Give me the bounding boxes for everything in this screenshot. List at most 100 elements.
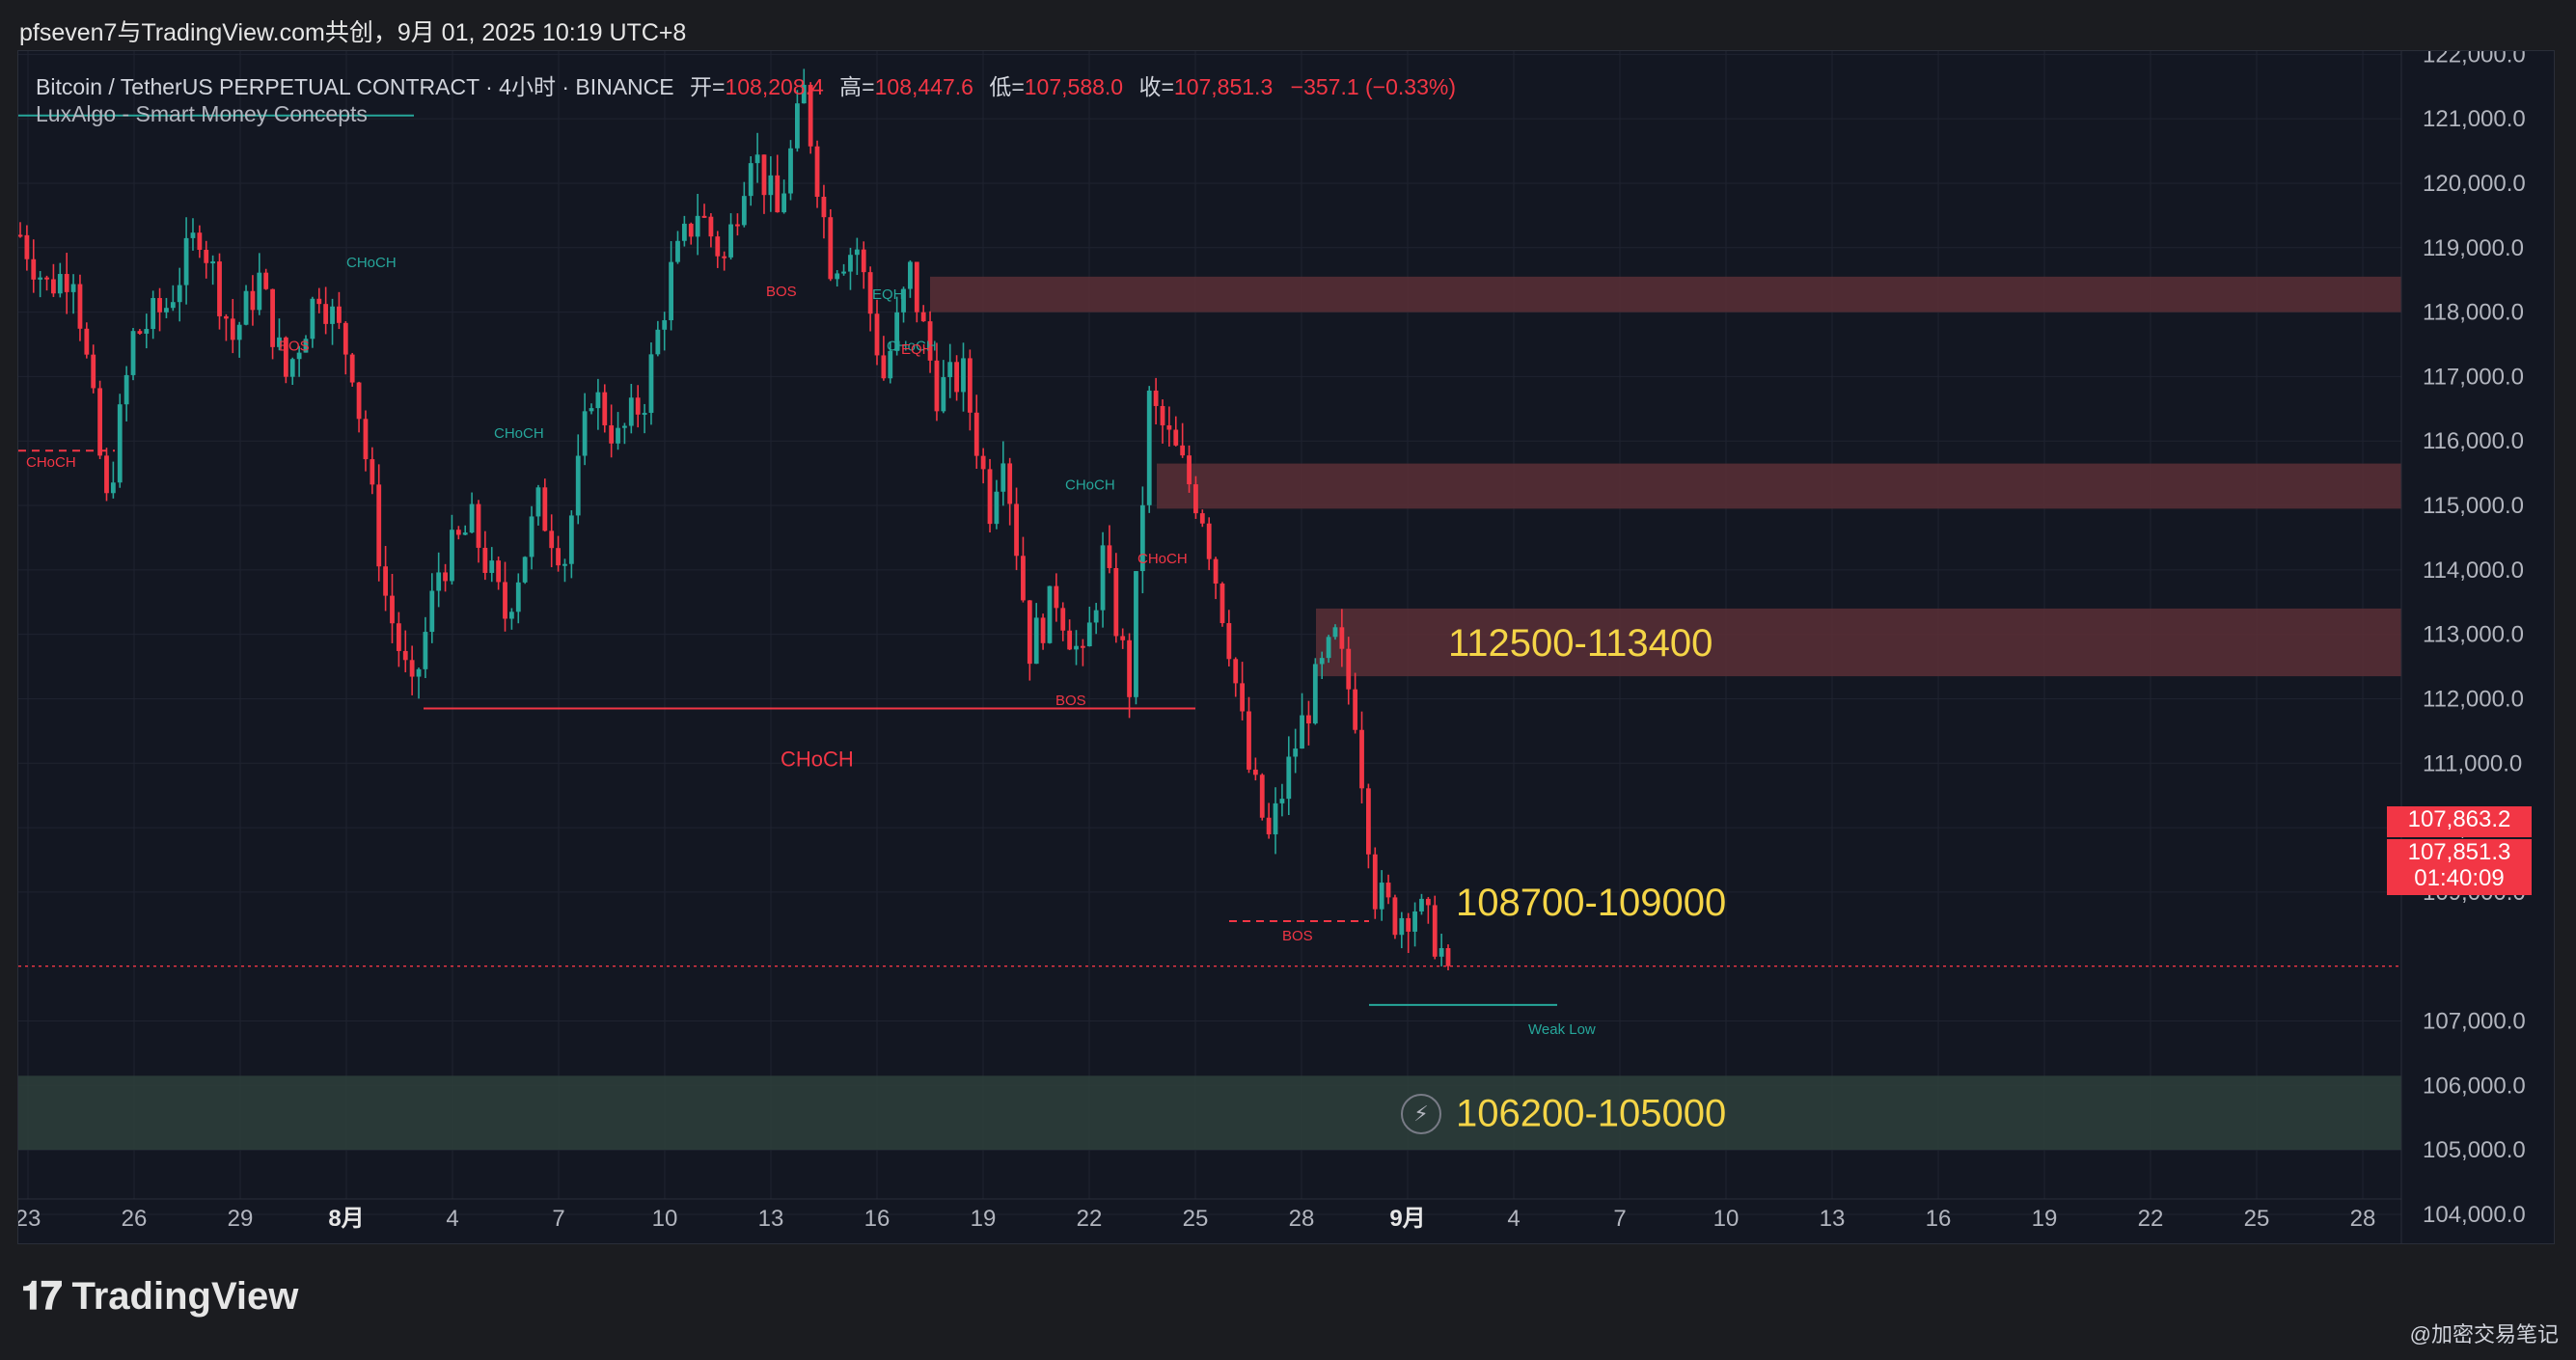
candle-body [204, 249, 209, 263]
candle-body [821, 197, 827, 218]
candle-body [144, 329, 150, 334]
candle-body [1273, 802, 1278, 835]
candle-body [901, 288, 906, 313]
zone-label: 106200-105000 [1456, 1093, 1726, 1135]
candle-body [1100, 545, 1106, 611]
symbol-title[interactable]: Bitcoin / TetherUS PERPETUAL CONTRACT · … [36, 74, 674, 99]
candle-body [775, 175, 781, 213]
candle-body [1432, 905, 1438, 957]
price-tag-last: 107,851.3 01:40:09 [2387, 839, 2532, 895]
candle-body [867, 272, 873, 314]
price-axis-label: 107,000.0 [2423, 1009, 2526, 1035]
candle-body [1312, 664, 1318, 724]
candle-body [535, 487, 541, 517]
candle-body [376, 484, 382, 567]
high-label: 高= [839, 74, 875, 99]
candle-body [476, 503, 481, 548]
candle-body [243, 290, 249, 325]
time-axis-label: 22 [2138, 1206, 2164, 1232]
structure-label: CHoCH [781, 748, 854, 772]
candle-body [529, 516, 534, 558]
open-label: 开= [690, 74, 726, 99]
candle-body [1033, 617, 1039, 665]
last-price-value: 107,851.3 [2407, 839, 2511, 865]
candle-body [508, 612, 514, 619]
candle-body [1213, 558, 1219, 585]
candle-body [1074, 645, 1079, 650]
candle-body [562, 563, 567, 566]
candle-body [443, 572, 448, 582]
time-axis-label: 28 [2350, 1206, 2376, 1232]
structure-label: CHoCH [1137, 551, 1188, 567]
candle-body [356, 382, 362, 420]
time-axis-label: 4 [1507, 1206, 1520, 1232]
candle-body [77, 284, 83, 329]
candle-body [289, 359, 295, 377]
time-axis-label: 23 [18, 1206, 41, 1232]
price-tag-mark: 107,863.2 [2387, 806, 2532, 837]
candle-body [1187, 455, 1192, 485]
lightning-icon[interactable]: ⚡ [1401, 1094, 1441, 1134]
candle-body [1365, 788, 1371, 855]
candle-body [609, 424, 615, 444]
candle-body [416, 668, 422, 677]
candle-body [1306, 715, 1311, 724]
candle-body [250, 290, 256, 311]
candle-body [402, 650, 408, 661]
candle-body [130, 331, 136, 375]
candle-body [616, 427, 620, 444]
candle-body [735, 224, 740, 227]
candle-body [64, 274, 69, 292]
candle-body [137, 331, 143, 334]
candle-body [556, 548, 561, 566]
chart-pane[interactable]: Bitcoin / TetherUS PERPETUAL CONTRACT · … [17, 50, 2555, 1244]
candle-body [210, 261, 216, 264]
indicator-legend[interactable]: LuxAlgo - Smart Money Concepts [36, 101, 368, 126]
high-value: 108,447.6 [874, 74, 973, 99]
candle-body [1359, 729, 1364, 789]
candle-body [1319, 658, 1325, 665]
candle-body [1392, 897, 1398, 936]
candle-body [967, 358, 973, 413]
candle-body [1173, 429, 1179, 446]
candle-body [177, 285, 182, 303]
candle-body [1247, 711, 1251, 770]
candle-body [589, 408, 594, 412]
candle-body [257, 272, 262, 311]
candle-body [914, 261, 919, 313]
candle-body [1206, 523, 1212, 559]
structure-label: CHoCH [887, 339, 937, 355]
candle-body [343, 322, 348, 355]
candle-body [1233, 659, 1239, 684]
candle-body [1153, 390, 1159, 406]
time-axis-label: 19 [2032, 1206, 2058, 1232]
candle-body [323, 304, 329, 324]
candle-body [635, 397, 641, 415]
tradingview-logo[interactable]: 𝟏𝟕 TradingView [21, 1275, 298, 1319]
candle-body [383, 566, 389, 596]
candle-body [1027, 600, 1032, 665]
candle-body [1021, 556, 1026, 601]
candle-body [283, 337, 288, 377]
price-chart[interactable]: 112500-113400 106200-105000 108700-109000 C… [18, 51, 2555, 1244]
candle-body [622, 425, 627, 428]
candle-body [310, 298, 315, 340]
price-axis-label: 105,000.0 [2423, 1137, 2526, 1163]
candle-body [1139, 504, 1145, 572]
time-axis-label: 10 [1713, 1206, 1740, 1232]
candle-body [455, 530, 461, 535]
candle-body [980, 455, 986, 470]
candle-body [568, 515, 574, 564]
candle-body [489, 560, 495, 573]
candle-body [363, 419, 369, 460]
candle-body [934, 360, 940, 412]
candle-body [157, 297, 162, 313]
candle-body [70, 284, 76, 292]
candle-body [97, 388, 103, 456]
candle-body [436, 572, 442, 591]
candle-body [801, 84, 807, 104]
candle-body [469, 503, 475, 533]
price-axis-label: 111,000.0 [2423, 750, 2522, 776]
close-value: 107,851.3 [1173, 74, 1274, 99]
candle-body [781, 193, 787, 213]
